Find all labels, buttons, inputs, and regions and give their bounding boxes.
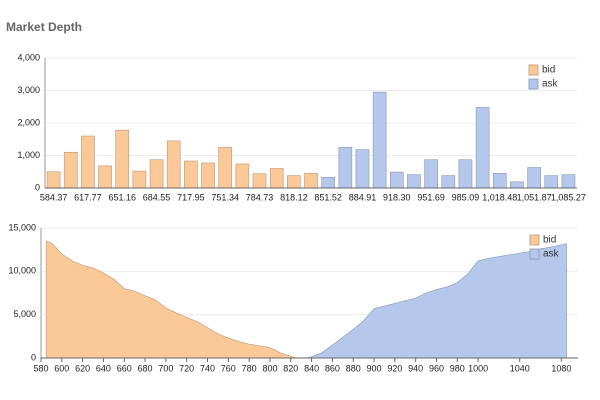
x-tick-label: 940 [408, 363, 423, 373]
x-tick-label: 760 [221, 363, 236, 373]
bar [544, 175, 559, 189]
x-tick-label: 740 [200, 363, 215, 373]
y-tick-label: 0 [31, 352, 36, 362]
x-tick-label: 720 [179, 363, 194, 373]
x-tick-label: 620 [75, 363, 90, 373]
bar [46, 171, 61, 189]
bar [458, 159, 473, 189]
y-tick-label: 15,000 [8, 222, 36, 232]
bar [166, 140, 181, 189]
x-tick-label: 660 [117, 363, 132, 373]
bar [235, 163, 250, 189]
bar [252, 173, 267, 189]
x-tick-label: 985.09 [452, 192, 480, 202]
bar [338, 147, 353, 189]
x-tick-label: 884.91 [349, 192, 377, 202]
legend-swatch [528, 78, 539, 90]
y-tick-label: 10,000 [8, 266, 36, 276]
bar [132, 170, 147, 189]
legend-swatch [529, 234, 540, 246]
bar [269, 168, 284, 189]
bar [561, 174, 576, 189]
x-tick-label: 951.69 [417, 192, 445, 202]
x-tick-label: 980 [450, 363, 465, 373]
x-tick-label: 918.30 [383, 192, 411, 202]
bar [527, 167, 541, 189]
x-tick-label: 584.37 [40, 192, 68, 202]
legend-label: bid [542, 65, 555, 76]
bar [321, 176, 335, 189]
x-tick-label: 617.77 [74, 192, 102, 202]
bar [389, 171, 404, 189]
bar [218, 147, 233, 189]
bar [475, 107, 490, 189]
bar [201, 162, 215, 189]
x-tick-label: 1000 [468, 363, 488, 373]
x-tick-label: 1080 [551, 363, 571, 373]
x-tick-label: 851.52 [314, 192, 342, 202]
x-tick-label: 680 [138, 363, 153, 373]
x-tick-label: 1,051.87 [517, 192, 552, 202]
x-tick-label: 684.55 [143, 192, 171, 202]
area [45, 240, 297, 359]
x-tick-label: 900 [367, 363, 382, 373]
y-tick-label: 0 [35, 182, 40, 192]
x-tick-label: 840 [304, 363, 319, 373]
x-tick-label: 780 [242, 363, 257, 373]
x-tick-label: 784.73 [246, 192, 274, 202]
bar [115, 129, 130, 189]
bar [184, 160, 198, 189]
bar [98, 165, 112, 189]
y-tick-label: 1,000 [17, 150, 40, 160]
x-tick-label: 880 [346, 363, 361, 373]
bar [355, 149, 370, 189]
legend-swatch [529, 248, 540, 260]
bar [287, 175, 301, 189]
y-tick-label: 5,000 [13, 309, 36, 319]
x-tick-label: 800 [262, 363, 277, 373]
x-tick-label: 1,085.27 [551, 192, 586, 202]
legend-label: bid [543, 235, 556, 246]
x-tick-label: 818.12 [280, 192, 308, 202]
x-tick-label: 580 [33, 363, 48, 373]
x-tick-label: 920 [387, 363, 402, 373]
x-tick-label: 960 [429, 363, 444, 373]
legend-swatch [528, 64, 539, 76]
legend-label: ask [543, 249, 560, 260]
x-tick-label: 1040 [510, 363, 530, 373]
y-tick-label: 3,000 [17, 85, 40, 95]
bar [424, 159, 438, 189]
x-tick-label: 751.34 [211, 192, 239, 202]
chart-title: Market Depth [6, 20, 82, 34]
x-tick-label: 600 [54, 363, 69, 373]
bar [441, 175, 456, 189]
x-tick-label: 860 [325, 363, 340, 373]
x-tick-label: 717.95 [177, 192, 205, 202]
bar [304, 173, 318, 189]
bar [149, 159, 164, 189]
x-tick-label: 640 [96, 363, 111, 373]
bar [492, 173, 507, 189]
bar [510, 181, 524, 189]
bar [407, 174, 421, 189]
x-tick-label: 700 [158, 363, 173, 373]
legend-label: ask [542, 79, 559, 90]
x-tick-label: 1,018.48 [482, 192, 517, 202]
y-tick-label: 2,000 [17, 117, 40, 127]
area [306, 243, 567, 359]
x-tick-label: 820 [283, 363, 298, 373]
y-tick-label: 4,000 [17, 52, 40, 62]
bar [63, 151, 78, 189]
x-tick-label: 651.16 [108, 192, 136, 202]
bar [81, 135, 95, 189]
bar [372, 91, 387, 189]
